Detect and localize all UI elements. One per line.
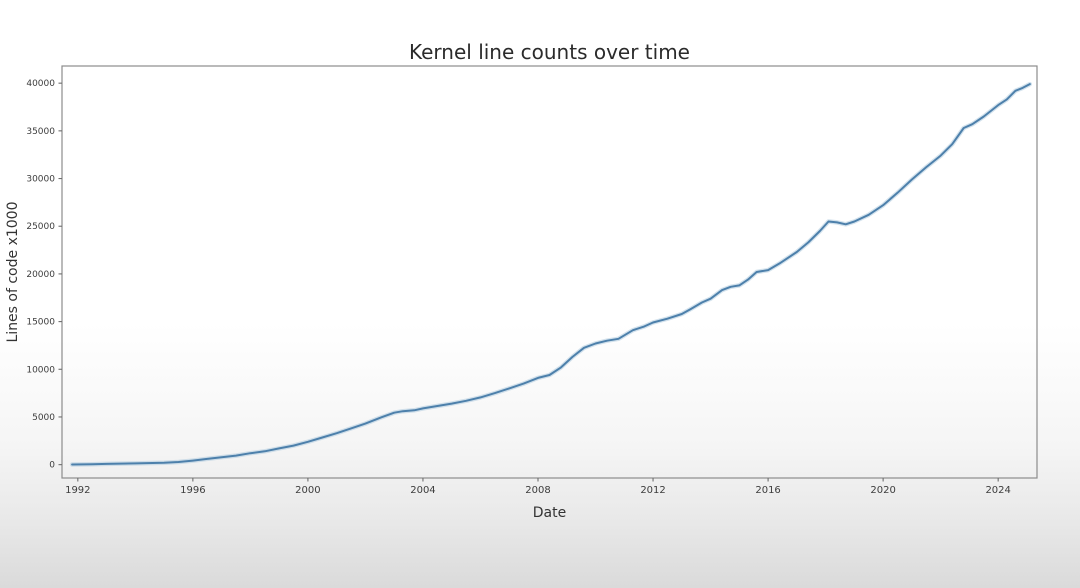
series-line-kernel-loc (71, 83, 1031, 466)
x-axis-ticks: 1992 1996 2000 2004 2008 2012 2016 2020 2024 (65, 478, 1011, 496)
y-axis-label: Lines of code x1000 (5, 202, 21, 343)
y-tick-label: 5000 (32, 413, 55, 423)
x-tick-label: 2020 (870, 485, 895, 496)
x-tick-label: 2000 (295, 485, 320, 496)
x-tick-label: 2008 (525, 485, 550, 496)
series-line-halo (69, 81, 1033, 467)
y-tick-label: 20000 (26, 270, 55, 280)
y-tick-label: 10000 (26, 365, 55, 375)
y-tick-label: 25000 (26, 222, 55, 232)
x-axis-label: Date (533, 505, 566, 521)
y-axis-ticks: 0 5000 10000 15000 20000 25000 30000 35000 40000 (26, 79, 62, 471)
y-tick-label: 15000 (26, 318, 55, 328)
x-tick-label: 1992 (65, 485, 90, 496)
y-tick-label: 30000 (26, 175, 55, 185)
x-tick-label: 2016 (755, 485, 780, 496)
y-tick-label: 40000 (26, 79, 55, 89)
x-tick-label: 2012 (640, 485, 665, 496)
x-tick-label: 2004 (410, 485, 435, 496)
plot-frame (61, 65, 1038, 479)
y-tick-label: 0 (49, 461, 55, 471)
x-tick-label: 1996 (180, 485, 205, 496)
chart-title: Kernel line counts over time (409, 40, 690, 64)
x-tick-label: 2024 (985, 485, 1010, 496)
y-tick-label: 35000 (26, 127, 55, 137)
